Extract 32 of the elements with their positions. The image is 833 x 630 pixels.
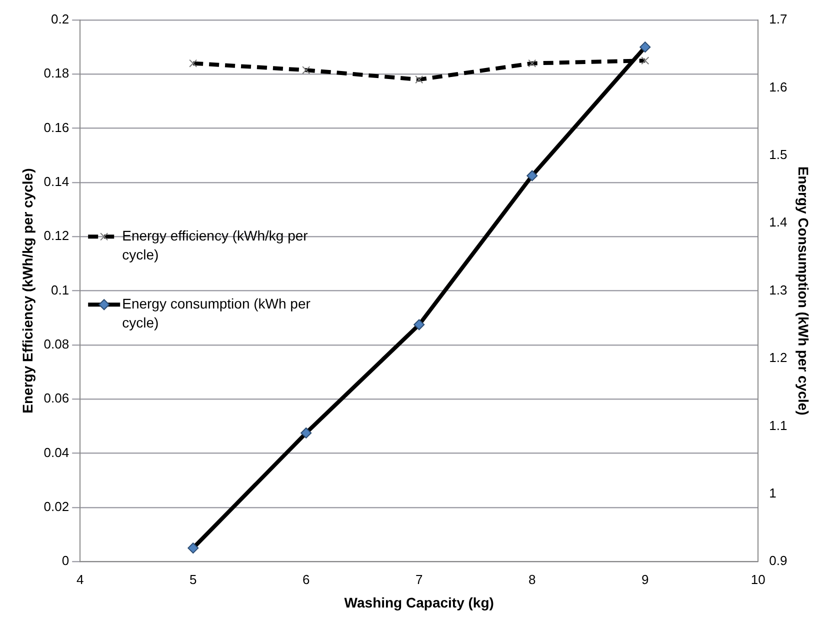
y-tick-label: 0.14 — [44, 174, 70, 190]
x-tick-label: 8 — [528, 572, 536, 587]
y2-axis-title: Energy Consumption (kWh per cycle) — [796, 166, 812, 416]
y-axis-title: Energy Efficiency (kWh/kg per cycle) — [19, 168, 36, 414]
y2-tick-label: 1.5 — [769, 146, 788, 162]
y-tick-label: 0 — [62, 553, 70, 568]
y2-tick-label: 0.9 — [769, 553, 788, 568]
x-tick-label: 7 — [416, 572, 423, 587]
x-tick-label: 9 — [642, 572, 649, 587]
x-tick-label: 4 — [76, 572, 84, 587]
y2-tick-label: 1.2 — [769, 350, 788, 366]
x-tick-label: 6 — [302, 572, 310, 587]
y2-tick-label: 1.4 — [769, 214, 788, 230]
x-axis-title: Washing Capacity (kg) — [344, 594, 494, 610]
y-tick-label: 0.18 — [44, 66, 70, 81]
y-tick-label: 0.08 — [44, 336, 70, 352]
y-tick-label: 0.1 — [51, 282, 70, 298]
y-tick-label: 0.02 — [44, 499, 70, 514]
y2-tick-label: 1.7 — [769, 12, 788, 27]
y-tick-label: 0.04 — [44, 444, 70, 460]
legend-label: Energy consumption (kWh per cycle) — [122, 296, 311, 330]
y2-tick-label: 1.3 — [769, 282, 788, 298]
legend-label: Energy efficiency (kWh/kg per cycle) — [122, 228, 308, 262]
y-tick-label: 0.06 — [44, 390, 70, 406]
y2-tick-label: 1.6 — [769, 79, 788, 94]
y2-tick-label: 1.1 — [769, 418, 788, 433]
y-tick-label: 0.12 — [44, 228, 70, 244]
y2-tick-label: 1 — [769, 485, 776, 500]
y-tick-label: 0.16 — [44, 120, 70, 135]
x-tick-label: 10 — [750, 572, 766, 587]
y-tick-label: 0.2 — [51, 12, 70, 27]
x-tick-label: 5 — [189, 572, 197, 587]
